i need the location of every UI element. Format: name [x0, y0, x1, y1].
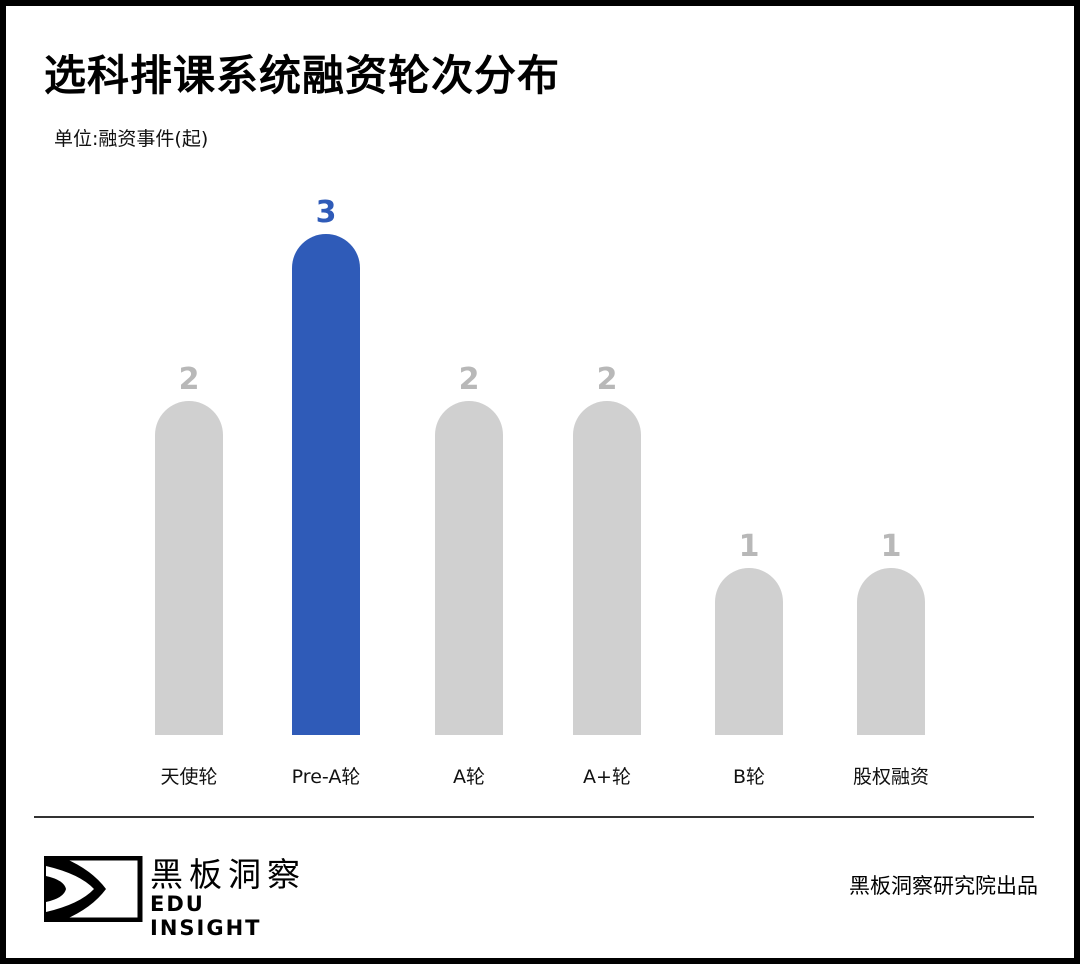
value-label-1: 3 [316, 195, 337, 230]
bar-5 [857, 568, 925, 735]
unit-label: 单位:融资事件(起) [54, 128, 209, 150]
bar-1 [292, 234, 360, 735]
category-label-0: 天使轮 [160, 766, 217, 788]
value-label-2: 2 [459, 362, 480, 397]
category-label-1: Pre-A轮 [292, 766, 361, 788]
value-label-3: 2 [597, 362, 618, 397]
value-label-5: 1 [881, 529, 902, 564]
category-label-3: A+轮 [583, 766, 631, 788]
bar-2 [435, 401, 503, 735]
chart-title: 选科排课系统融资轮次分布 [44, 51, 561, 100]
credit-text: 黑板洞察研究院出品 [849, 874, 1038, 898]
category-label-4: B轮 [733, 766, 765, 788]
category-label-5: 股权融资 [853, 766, 929, 788]
brand-logo: 黑板洞察 EDU INSIGHT [38, 848, 318, 940]
logo-en-text: EDU INSIGHT [150, 892, 262, 940]
footer-divider [34, 816, 1034, 818]
logo-cn-text: 黑板洞察 [150, 855, 306, 894]
value-label-4: 1 [739, 529, 760, 564]
category-label-2: A轮 [453, 766, 485, 788]
bar-3 [573, 401, 641, 735]
bar-4 [715, 568, 783, 735]
bar-0 [155, 401, 223, 735]
eye-logo-icon [44, 856, 143, 922]
value-label-0: 2 [179, 362, 200, 397]
